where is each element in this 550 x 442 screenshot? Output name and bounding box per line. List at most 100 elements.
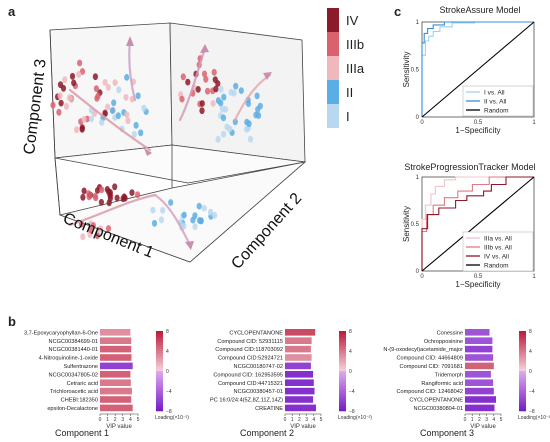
3d-floor [58,145,307,263]
vip-x-label: VIP value [470,424,496,430]
scatter-point [215,135,221,143]
colorbar-segment [519,407,526,410]
roc-x-tick: 0 [420,120,424,126]
scatter-point [115,112,121,120]
scatter-point [138,129,144,137]
arrow-heads [126,36,272,250]
vip-category-label: NCGC00384699-01 [49,339,98,345]
colorbar-segment [519,347,526,350]
scatter-point [185,78,191,86]
vip-bar [100,354,132,361]
colorbar-segment [156,371,163,374]
vip-chart-component-1: 3,7-Epoxycaryophyllan-6-One NCGC00384699-… [24,329,189,438]
vip-bar [285,362,311,370]
roc-y-tick: 1 [416,20,420,26]
vip-bar [465,337,493,344]
colorbar-segment [519,369,526,372]
colorbar-segment [156,401,163,404]
scatter-point [99,119,105,126]
scatter-point [112,183,118,191]
scatter-point [151,219,158,227]
pca-3d-plot: Component 3 Component 1 Component 2 [21,22,307,273]
vip-x-tick: 5 [137,417,140,423]
vip-category-label: NCGC00380457-01 [234,389,283,395]
colorbar-segment [519,331,526,334]
colorbar-segment [339,351,346,354]
vip-chart-component-3: Conessine Ochropposinine N-(9-oxodecyl)ace… [383,329,550,438]
colorbar-segment [519,383,526,386]
scatter-point [141,104,147,112]
trajectory-arrows [68,38,272,247]
scatter-point [107,191,113,199]
roc-chart-strokeprogressiontracker: StrokeProgressionTracker Model 0 0.5 1 0 0.5… [402,162,536,289]
stage-legend-item: I [327,104,389,128]
colorbar-segment [156,379,163,382]
panel-letter-c: c [394,4,402,19]
roc-y-tick: 0 [416,115,420,121]
stage-label: IIIa [346,60,365,76]
roc-legend-label: II vs. All [484,98,507,105]
scatter-point [56,108,62,116]
scatter-point [131,130,137,138]
scatter-point [135,92,141,100]
roc-x-tick: 0 [420,274,424,280]
scatter-point [105,103,111,111]
colorbar-segment [339,385,346,388]
vip-category-label: Sulfentrazone [63,364,98,370]
scatter-point [94,232,100,240]
scatter-point [81,187,87,195]
roc-x-tick: 1 [532,120,536,126]
colorbar-segment [339,353,346,356]
scatter-point [95,92,101,100]
colorbar-segment [519,343,526,346]
scatter-point [205,87,211,95]
colorbar-segment [156,389,163,392]
colorbar-segment [339,361,346,364]
vip-x-tick: 1 [291,417,294,423]
colorbar-segment [339,377,346,380]
colorbar-segment [339,347,346,350]
vip-category-label: PC 16:0/24:4(5Z,8Z,11Z,14Z) [210,398,283,404]
vip-component-label: Component 2 [240,428,294,438]
colorbar-segment [339,367,346,370]
scatter-point [246,120,252,128]
vip-category-label: Compound CID: 52931115 [217,339,283,345]
vip-bar [285,379,314,386]
roc-charts: StrokeAssure Model 0 0.5 1 0 0.5 1 1−Specifici… [402,5,536,289]
vip-category-label: Compound CID:52924721 [218,356,283,362]
scatter-point [124,74,130,81]
scatter-point [92,73,98,81]
vip-category-label: Compound CID: 7091681 [400,364,463,370]
colorbar-segment [339,375,346,378]
colorbar-segment [519,401,526,404]
vip-component-label: Component 3 [420,428,474,438]
vip-x-tick: 0 [99,417,102,423]
colorbar-tick: 0 [529,369,532,375]
vip-x-tick: 1 [106,417,109,423]
colorbar-tick: 0 [166,369,169,375]
scatter-point [215,97,221,104]
vip-bar [100,387,132,395]
colorbar-segment [339,383,346,386]
roc-series-line [421,21,534,117]
scatter-point [76,71,82,78]
scatter-point [245,100,251,107]
colorbar-segment [339,345,346,348]
colorbar-segment [156,351,163,354]
stage-legend: IV IIIb IIIa II I [327,8,389,128]
scatter-point [79,125,85,133]
colorbar-segment [156,335,163,338]
colorbar-tick: −4 [529,389,535,395]
colorbar-segment [519,339,526,342]
scatter-point [190,216,196,224]
colorbar-segment [519,359,526,362]
vip-category-label: Tridemorph [435,372,463,378]
colorbar-segment [339,337,346,340]
vip-x-tick: 2 [298,417,301,423]
vip-x-tick: 0 [284,417,287,423]
vip-category-label: Cetraric acid [67,381,98,387]
colorbar-segment [339,365,346,368]
scatter-point [98,198,104,206]
scatter-point [211,68,217,76]
roc-y-tick: 0.5 [411,68,420,74]
